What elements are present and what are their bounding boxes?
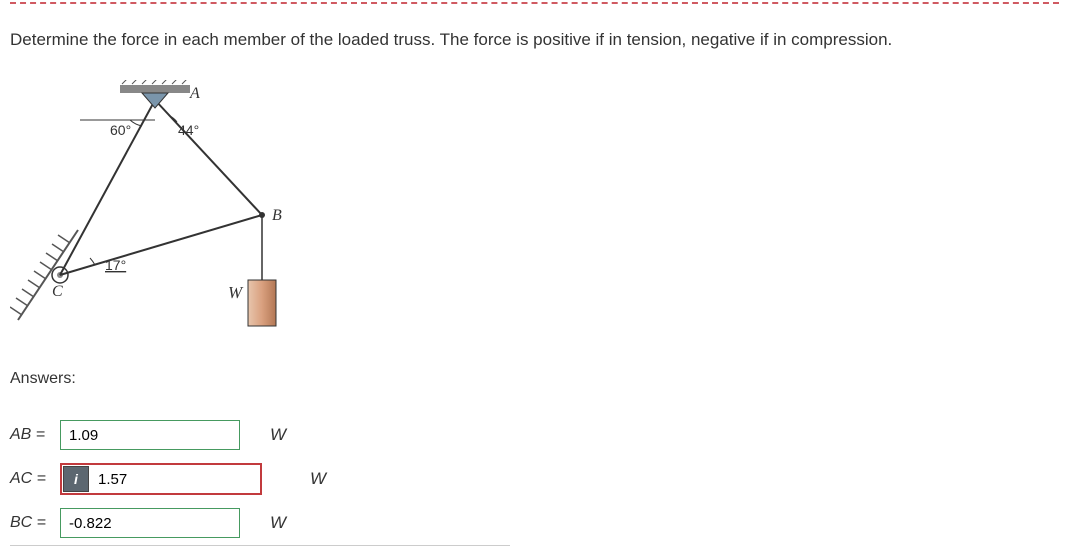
weight-block	[248, 280, 276, 326]
arc-60	[130, 120, 142, 126]
member-bc	[60, 215, 262, 275]
input-ac[interactable]	[90, 465, 260, 493]
label-ac: AC =	[10, 470, 60, 488]
top-support-triangle	[142, 93, 168, 108]
input-ac-wrapper: i	[60, 463, 262, 495]
answer-row-ac: AC = i W	[10, 464, 326, 494]
answer-row-bc: BC = W	[10, 508, 286, 538]
top-support-bar	[120, 85, 190, 93]
input-bc[interactable]	[60, 508, 240, 538]
arc-17	[90, 258, 95, 265]
question-text: Determine the force in each member of th…	[10, 30, 892, 50]
member-ab	[155, 100, 262, 215]
label-w: W	[228, 283, 244, 302]
label-c: C	[52, 283, 63, 300]
top-dashed-border	[10, 2, 1059, 4]
angle-60: 60°	[110, 122, 131, 138]
unit-bc: W	[270, 513, 286, 533]
joint-b-dot	[259, 212, 265, 218]
label-ab: AB =	[10, 426, 60, 444]
answers-heading: Answers:	[10, 370, 76, 388]
label-a: A	[189, 85, 200, 102]
bottom-rule	[10, 545, 510, 546]
angle-44: 44°	[178, 122, 199, 138]
unit-ac: W	[310, 469, 326, 489]
unit-ab: W	[270, 425, 286, 445]
truss-svg: A B C 60° 44° 17° W	[10, 80, 300, 340]
answer-row-ab: AB = W	[10, 420, 286, 450]
input-ab[interactable]	[60, 420, 240, 450]
info-icon[interactable]: i	[63, 466, 89, 492]
angle-17: 17°	[105, 257, 126, 273]
member-ac	[60, 100, 155, 275]
label-b: B	[272, 207, 282, 224]
label-bc: BC =	[10, 514, 60, 532]
truss-diagram: A B C 60° 44° 17° W	[10, 80, 300, 340]
